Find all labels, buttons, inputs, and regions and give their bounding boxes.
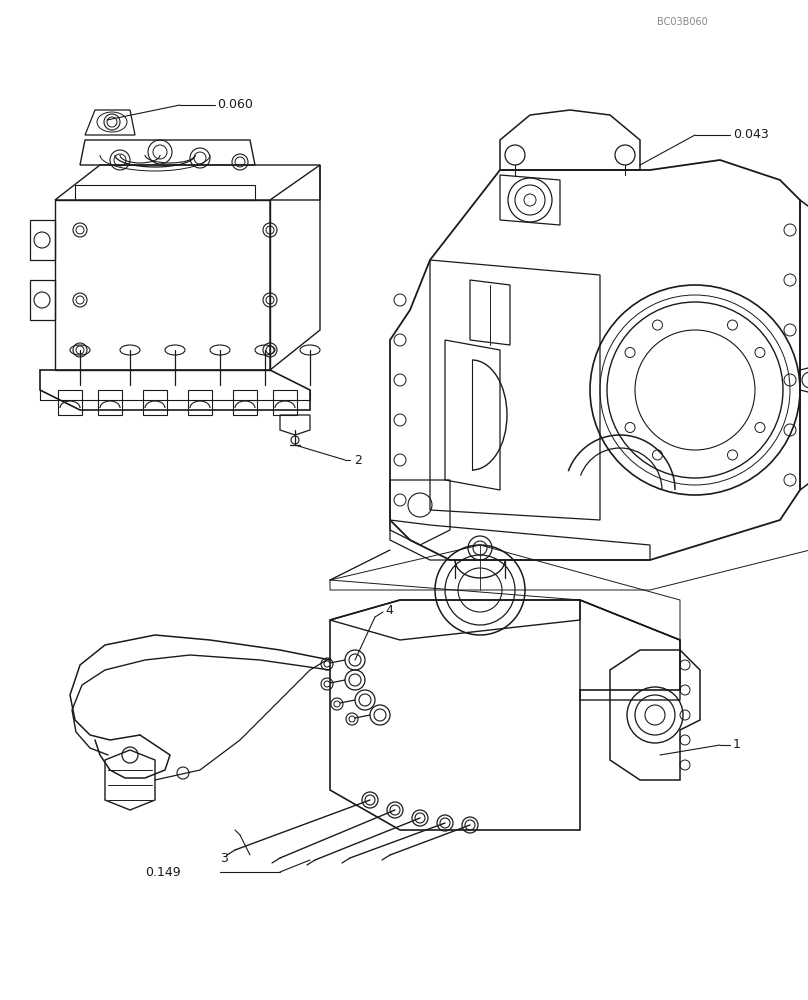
Circle shape	[349, 716, 355, 722]
Text: 3: 3	[220, 852, 228, 864]
Text: 0.043: 0.043	[733, 128, 768, 141]
Circle shape	[324, 681, 330, 687]
Circle shape	[177, 767, 189, 779]
Text: 0.149: 0.149	[145, 865, 181, 879]
Circle shape	[291, 436, 299, 444]
Text: 1: 1	[733, 738, 741, 752]
Text: 2: 2	[354, 454, 362, 466]
Text: 0.060: 0.060	[217, 99, 253, 111]
Text: BC03B060: BC03B060	[658, 17, 708, 27]
Circle shape	[334, 701, 340, 707]
Circle shape	[324, 661, 330, 667]
Text: 4: 4	[385, 603, 393, 616]
